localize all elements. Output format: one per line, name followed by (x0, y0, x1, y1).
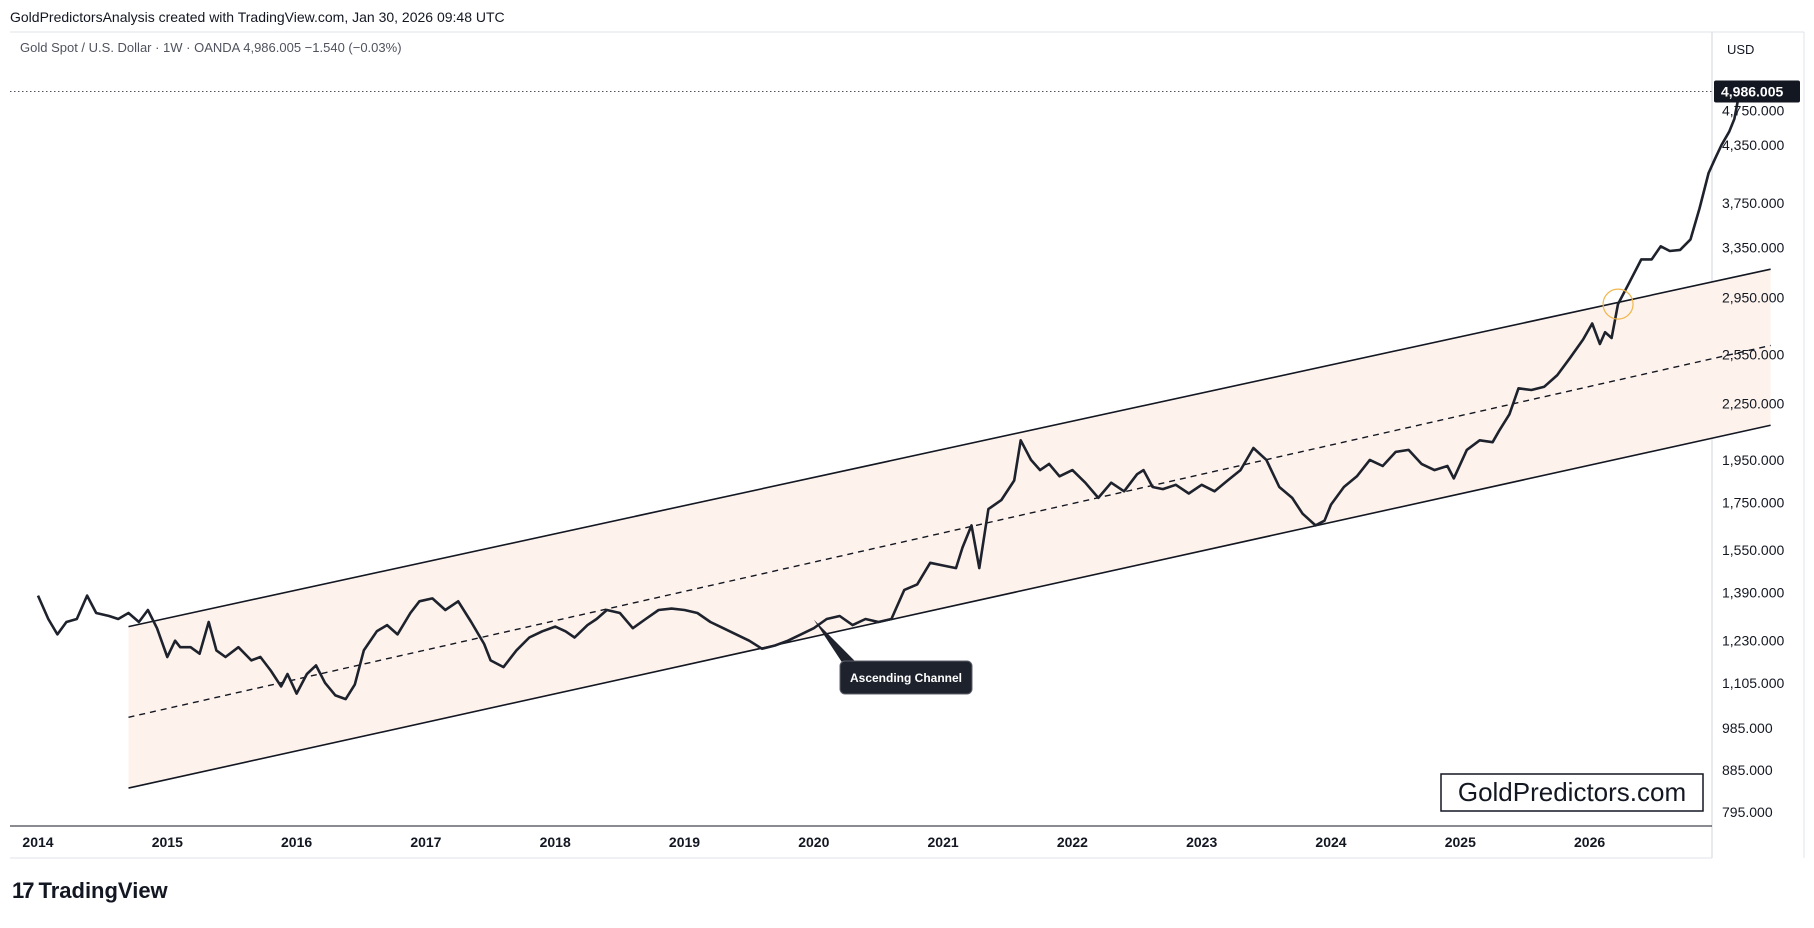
price-tick-label: 2,550.000 (1722, 347, 1784, 363)
channel-lower-line (128, 424, 1771, 789)
callout-pointer (813, 619, 859, 665)
chart-frame (10, 31, 1805, 859)
channel-callout-label: Ascending Channel (850, 671, 962, 685)
price-tick-label: 1,550.000 (1722, 542, 1784, 558)
price-tick-label: 4,750.000 (1722, 102, 1784, 118)
channel-middle-line (128, 344, 1771, 718)
chart-credit: GoldPredictorsAnalysis created with Trad… (10, 9, 505, 25)
time-tick-label: 2024 (1315, 834, 1346, 850)
time-tick-label: 2017 (410, 834, 441, 850)
time-tick-label: 2026 (1574, 834, 1605, 850)
time-axis: 2014 2015 2016 2017 2018 2019 2020 2021 2022 2023… (22, 834, 1605, 850)
time-tick-label: 2022 (1057, 834, 1088, 850)
breakout-marker (1602, 288, 1634, 320)
tradingview-logo-icon: 17 (12, 878, 35, 903)
currency-label[interactable]: USD (1727, 42, 1755, 57)
ascending-channel (128, 268, 1771, 789)
time-tick-label: 2016 (281, 834, 312, 850)
time-tick-label: 2021 (928, 834, 959, 850)
time-tick-label: 2014 (22, 834, 53, 850)
symbol-info: Gold Spot / U.S. Dollar · 1W · OANDA 4,9… (20, 40, 402, 55)
price-tick-label: 1,390.000 (1722, 585, 1784, 601)
price-tick-label: 885.000 (1722, 762, 1773, 778)
channel-fill (128, 269, 1771, 789)
price-tick-label: 2,950.000 (1722, 289, 1784, 305)
watermark-box (1440, 773, 1704, 812)
channel-callout-box (839, 660, 973, 695)
time-tick-label: 2025 (1445, 834, 1476, 850)
watermark-text: GoldPredictors.com (1458, 777, 1686, 807)
price-tick-label: 2,250.000 (1722, 396, 1784, 412)
time-tick-label: 2018 (540, 834, 571, 850)
last-price-label: 4,986.005 (1721, 83, 1783, 99)
price-tick-label: 1,950.000 (1722, 452, 1784, 468)
price-tick-label: 3,750.000 (1722, 195, 1784, 211)
price-tick-label: 1,230.000 (1722, 633, 1784, 649)
time-tick-label: 2015 (152, 834, 183, 850)
price-tick-label: 795.000 (1722, 804, 1773, 820)
price-tick-label: 3,350.000 (1722, 240, 1784, 256)
time-tick-label: 2020 (798, 834, 829, 850)
price-tick-label: 1,105.000 (1722, 675, 1784, 691)
price-tick-label: 985.000 (1722, 720, 1773, 736)
time-tick-label: 2023 (1186, 834, 1217, 850)
annotations: Ascending Channel GoldPredictors.com (813, 288, 1704, 812)
tradingview-logo[interactable]: 17 TradingView (12, 878, 168, 904)
channel-upper-line (128, 268, 1771, 628)
price-axis: 795.000 885.000 985.000 1,105.000 1,230.000 1… (1714, 80, 1800, 820)
tradingview-logo-text: TradingView (38, 878, 168, 903)
price-tick-label: 4,350.000 (1722, 137, 1784, 153)
price-line (36, 91, 1741, 701)
time-tick-label: 2019 (669, 834, 700, 850)
last-price-badge (1714, 80, 1800, 103)
price-tick-label: 1,750.000 (1722, 494, 1784, 510)
